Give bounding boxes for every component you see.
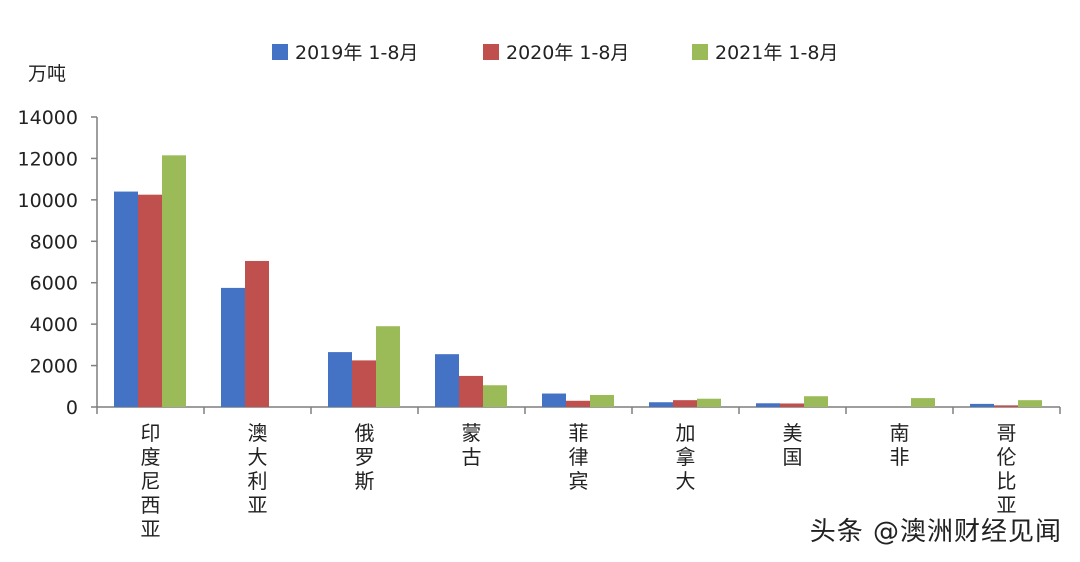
bar (756, 403, 780, 407)
bar (780, 403, 804, 407)
bar (221, 287, 245, 407)
bars (114, 155, 1042, 407)
y-axis: 0 2000 4000 6000 8000 10000 12000 14000 (18, 107, 98, 419)
x-tick-label: 南非 (890, 421, 910, 469)
y-tick-label: 14000 (18, 107, 78, 129)
y-tick-label: 12000 (18, 148, 78, 170)
bar (1018, 400, 1042, 407)
y-axis-label: 万吨 (28, 63, 66, 85)
legend-label: 2021年 1-8月 (715, 42, 838, 64)
x-tick-label: 俄罗斯 (355, 421, 375, 493)
y-tick-label: 10000 (18, 190, 78, 212)
y-tick-label: 8000 (30, 231, 78, 253)
bar (566, 400, 590, 407)
bar (138, 194, 162, 407)
x-tick-label: 哥伦比亚 (997, 421, 1017, 517)
bar (994, 405, 1018, 407)
bar (352, 360, 376, 407)
legend-swatch (272, 44, 288, 60)
x-tick-label: 印度尼西亚 (141, 421, 161, 541)
legend-swatch (483, 44, 499, 60)
bar (114, 191, 138, 407)
legend-label: 2020年 1-8月 (506, 42, 629, 64)
bar (804, 396, 828, 407)
bar (911, 398, 935, 407)
bar (970, 403, 994, 407)
bar (649, 402, 673, 407)
x-tick-label: 加拿大 (676, 421, 696, 493)
x-tick-label: 澳大利亚 (248, 421, 268, 517)
bar (673, 400, 697, 407)
legend: 2019年 1-8月 2020年 1-8月 2021年 1-8月 (272, 42, 838, 64)
x-tick-label: 蒙古 (462, 421, 482, 469)
bar (542, 393, 566, 407)
bar (328, 352, 352, 407)
x-tick-label: 美国 (783, 421, 803, 469)
y-tick-label: 4000 (30, 314, 78, 336)
bar (697, 398, 721, 407)
bar (459, 375, 483, 407)
legend-label: 2019年 1-8月 (295, 42, 418, 64)
bar (376, 326, 400, 407)
bar (590, 394, 614, 407)
y-tick-label: 0 (66, 397, 78, 419)
x-axis: 印度尼西亚 澳大利亚 俄罗斯 蒙古 菲律宾 加拿大 美国 南非 哥伦比亚 (96, 406, 1061, 541)
legend-swatch (692, 44, 708, 60)
y-tick-label: 6000 (30, 273, 78, 295)
bar (435, 354, 459, 407)
bar (483, 385, 507, 407)
bar (245, 260, 269, 407)
y-tick-label: 2000 (30, 356, 78, 378)
watermark: 头条 @澳洲财经见闻 (809, 517, 1062, 547)
x-tick-label: 菲律宾 (569, 421, 589, 493)
bar (162, 155, 186, 407)
